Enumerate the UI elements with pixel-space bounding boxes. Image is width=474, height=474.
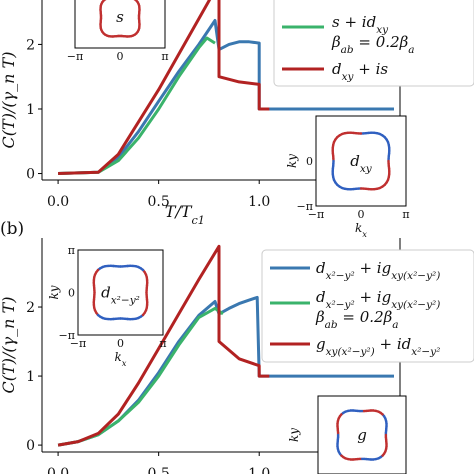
fermi-surface-segment	[133, 0, 138, 2]
x-tick-label: 0.5	[148, 194, 170, 210]
inset-x-tick-label: 0	[358, 208, 365, 221]
legend-box	[273, 0, 474, 87]
svg-text:C(T)/(γ_n T): C(T)/(γ_n T)	[0, 297, 18, 394]
inset-y-label: ky	[47, 285, 61, 299]
svg-text:ky: ky	[47, 285, 61, 299]
legend-label: s + idxy​	[332, 13, 389, 36]
inset-y-tick-label: 0	[306, 155, 313, 168]
y-axis-label: C(T)/(γ_n T)	[0, 297, 18, 394]
inset-x-tick-label: π	[161, 50, 168, 63]
inset-frame	[77, 249, 164, 336]
inset-x-tick-label: π	[402, 208, 409, 221]
svg-text:C(T)/(γ_n T): C(T)/(γ_n T)	[0, 52, 18, 149]
inset-x-label: kx​	[355, 221, 367, 239]
x-tick-label: 1.0	[248, 194, 270, 210]
y-tick-label: 1	[26, 369, 35, 385]
inset-frame	[315, 115, 407, 207]
x-axis-label: T/Tc1​	[165, 202, 205, 227]
legend-label: gxy(x²−y²)​ + idx²−y²​	[316, 335, 440, 358]
y-tick-label: 1	[26, 102, 35, 118]
legend-label: dx²−y²​ + igxy(x²−y²)​	[316, 259, 440, 282]
inset-center-label: dx²−y²​	[101, 284, 140, 307]
panel-label: (b)	[0, 219, 24, 239]
y-tick-label: 0	[26, 438, 35, 454]
inset-y-tick-label: π	[68, 244, 75, 257]
x-tick-label: 0.0	[47, 194, 69, 210]
series-group	[58, 0, 394, 175]
inset-x-tick-label: 0	[117, 337, 124, 350]
legend-label: βab​ = 0.2βa​	[315, 308, 399, 331]
series-line-3	[57, 244, 270, 447]
legend-label: dxy​ + is	[332, 60, 388, 83]
legend-label: βab​ = 0.2βa​	[331, 33, 415, 56]
series-line-3	[58, 0, 270, 175]
inset-x-tick-label: π	[159, 337, 166, 350]
inset-center-label: dxy​	[350, 152, 373, 175]
y-tick-label: 2	[26, 37, 35, 53]
inset-y-tick-label: 0	[68, 287, 75, 300]
inset-center-label: g	[357, 426, 367, 444]
inset-frame	[74, 0, 166, 49]
series-line-2	[58, 36, 216, 175]
series-group	[57, 244, 394, 447]
y-tick-label: 0	[26, 167, 35, 183]
svg-text:ky: ky	[287, 428, 301, 442]
inset-y-tick-label: −π	[59, 329, 75, 342]
inset-x-tick-label: −π	[308, 208, 324, 221]
x-tick-label: 0.0	[47, 466, 69, 474]
inset-y-tick-label: −π	[297, 200, 313, 213]
inset-y-label: ky	[285, 154, 299, 168]
y-axis-label: C(T)/(γ_n T)	[0, 52, 18, 149]
inset-frame	[317, 395, 407, 474]
inset-x-tick-label: −π	[67, 50, 83, 63]
legend-box	[261, 249, 474, 363]
y-tick-label: 2	[26, 300, 35, 316]
inset-x-tick-label: 0	[117, 50, 124, 63]
inset-x-label: kx​	[114, 350, 126, 368]
inset-y-label: ky	[287, 428, 301, 442]
legend-label: dx²−y²​ + igxy(x²−y²)​	[316, 288, 440, 311]
series-line-1	[58, 19, 394, 175]
x-tick-label: 1.0	[248, 466, 270, 474]
x-tick-label: 0.5	[148, 466, 170, 474]
inset-center-label: s	[116, 8, 124, 26]
inset-x-tick-label: −π	[70, 337, 86, 350]
svg-text:ky: ky	[285, 154, 299, 168]
